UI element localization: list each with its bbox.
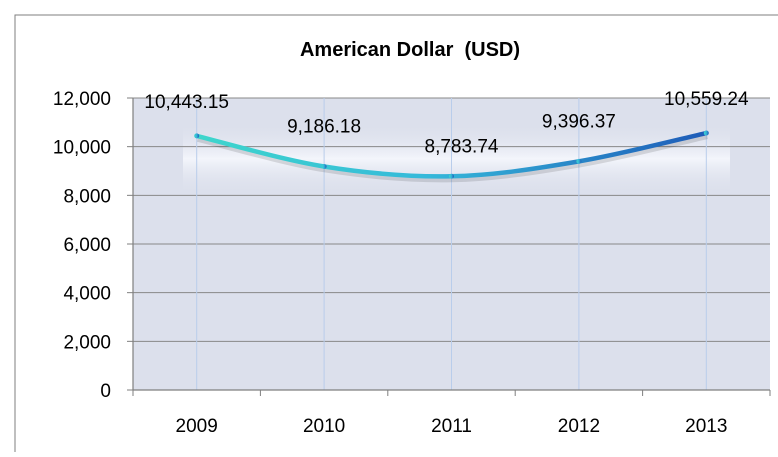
data-point-2 — [449, 173, 454, 179]
data-label-3: 9,396.37 — [542, 111, 616, 132]
data-point-3 — [576, 158, 582, 164]
x-tick-label-0: 2009 — [176, 416, 218, 437]
y-tick-label-4: 8,000 — [63, 186, 111, 207]
y-tick-label-6: 12,000 — [53, 89, 111, 110]
data-point-1 — [321, 163, 327, 169]
x-tick-label-3: 2012 — [558, 416, 600, 437]
series-group — [194, 130, 709, 183]
y-tick-labels: 0 2,000 4,000 6,000 8,000 10,000 12,000 — [53, 89, 111, 402]
vertical-gridlines — [196, 98, 707, 390]
chart-title: American Dollar (USD) — [300, 39, 520, 61]
axes — [127, 97, 771, 396]
x-tick-label-1: 2010 — [303, 416, 345, 437]
data-label-4: 10,559.24 — [664, 89, 749, 110]
data-labels: 10,443.15 9,186.18 8,783.74 9,396.37 10,559.… — [144, 89, 749, 157]
data-point-0 — [194, 133, 200, 139]
x-tick-labels: 2009 2010 2011 2012 2013 — [176, 416, 728, 437]
data-label-1: 9,186.18 — [287, 116, 361, 137]
series-line-shadow-0 — [196, 133, 708, 183]
data-point-4 — [703, 130, 709, 136]
x-tick-label-4: 2013 — [685, 416, 727, 437]
data-label-0: 10,443.15 — [144, 92, 229, 113]
plot-glow — [183, 122, 730, 196]
x-tick-label-2: 2011 — [431, 416, 472, 437]
y-tick-label-2: 4,000 — [63, 284, 111, 305]
y-tick-label-1: 2,000 — [63, 332, 111, 353]
y-tick-label-3: 6,000 — [63, 235, 111, 256]
data-label-2: 8,783.74 — [425, 136, 499, 157]
y-tick-label-5: 10,000 — [53, 138, 111, 159]
y-tick-label-0: 0 — [100, 381, 111, 402]
